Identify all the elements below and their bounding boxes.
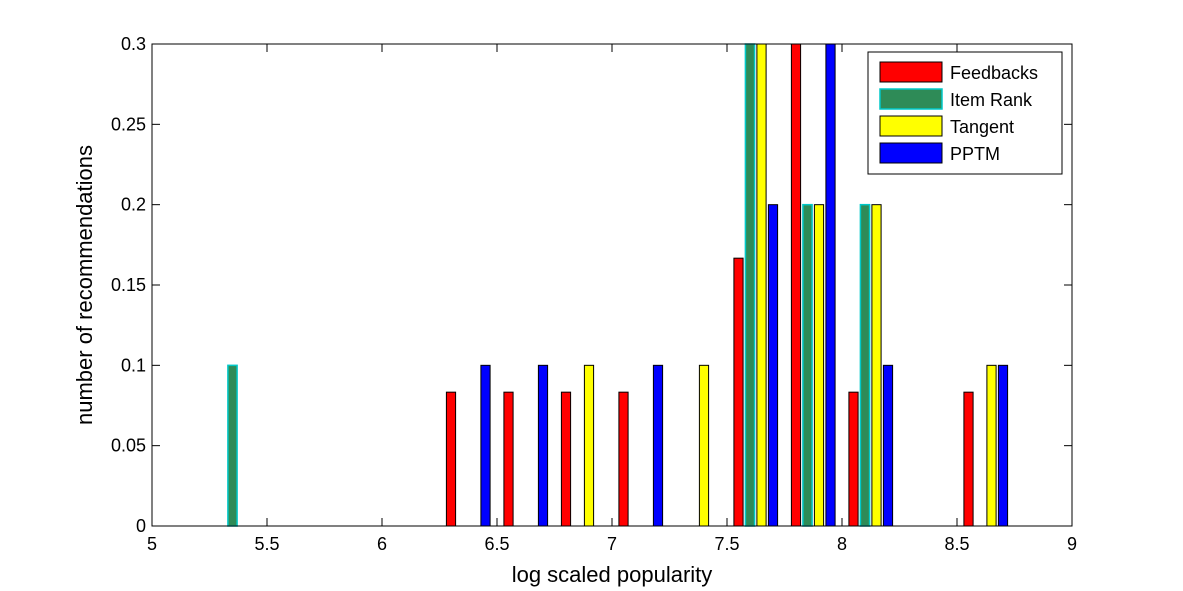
bar-tangent	[986, 364, 997, 527]
legend-label-tangent: Tangent	[950, 117, 1014, 137]
bar-item-rank	[744, 43, 756, 527]
legend-swatch-tangent	[879, 115, 943, 137]
bar-pptm	[652, 364, 664, 527]
y-tick-label: 0	[136, 516, 146, 536]
bar-feedbacks	[790, 43, 802, 527]
bar-pptm	[825, 43, 836, 527]
x-tick-label: 6	[377, 534, 387, 554]
bar-feedbacks	[733, 257, 744, 527]
axes-layer: 5 5.5 6 6.5 7 7.5 8 8.5 9 0 0.05 0.1 0.15 0.2 0.25 0.3	[111, 34, 1077, 554]
legend: Feedbacks Item Rank Tangent PPTM	[867, 51, 1063, 175]
bar-pptm	[480, 364, 491, 527]
x-tick-label: 9	[1067, 534, 1077, 554]
bar-tangent	[756, 43, 767, 527]
x-tick-label: 5	[147, 534, 157, 554]
bar-pptm	[882, 364, 894, 527]
y-tick-label: 0.3	[121, 34, 146, 54]
x-tick-label: 7.5	[714, 534, 739, 554]
bar-pptm	[767, 204, 779, 527]
x-tick-label: 5.5	[254, 534, 279, 554]
y-axis-label: number of recommendations	[72, 145, 97, 425]
bar-pptm	[537, 364, 549, 527]
bar-item-rank	[227, 364, 238, 527]
bar-tangent	[813, 204, 825, 527]
x-axis-label: log scaled popularity	[512, 562, 713, 587]
y-tick-label: 0.05	[111, 436, 146, 456]
y-tick-label: 0.2	[121, 195, 146, 215]
bar-feedbacks	[963, 391, 974, 527]
bar-feedbacks	[848, 391, 859, 527]
legend-swatch-item-rank	[879, 88, 943, 110]
bar-feedbacks	[618, 391, 629, 527]
bar-feedbacks	[445, 391, 457, 527]
legend-label-pptm: PPTM	[950, 144, 1000, 164]
y-tick-label: 0.25	[111, 114, 146, 134]
y-tick-label: 0.15	[111, 275, 146, 295]
bar-item-rank	[802, 203, 813, 527]
legend-label-item-rank: Item Rank	[950, 90, 1033, 110]
legend-swatch-feedbacks	[879, 61, 943, 83]
x-tick-label: 8	[837, 534, 847, 554]
bar-tangent	[871, 204, 882, 527]
bar-tangent	[698, 364, 710, 527]
bar-feedbacks	[560, 391, 572, 527]
legend-label-feedbacks: Feedbacks	[950, 63, 1038, 83]
bar-tangent	[583, 364, 595, 527]
x-tick-label: 7	[607, 534, 617, 554]
y-tick-label: 0.1	[121, 355, 146, 375]
legend-swatch-pptm	[879, 142, 943, 164]
x-tick-label: 6.5	[484, 534, 509, 554]
bar-item-rank	[859, 203, 871, 527]
bar-feedbacks	[503, 391, 514, 527]
bar-pptm	[997, 364, 1009, 527]
x-tick-label: 8.5	[944, 534, 969, 554]
